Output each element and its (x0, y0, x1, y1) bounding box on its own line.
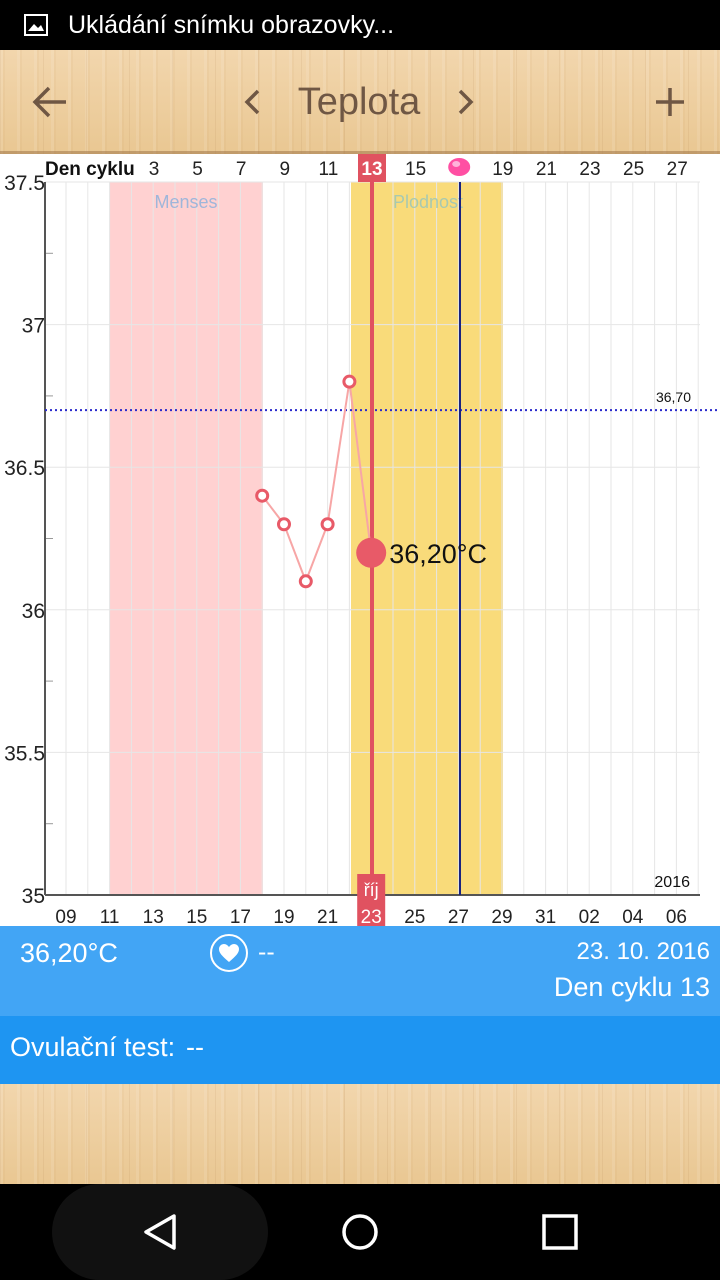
ovulation-icon (448, 158, 471, 176)
screenshot-image-icon (24, 14, 48, 36)
top-tick-label: 21 (536, 159, 557, 180)
top-tick-label: 9 (280, 159, 291, 180)
heart-icon[interactable] (210, 934, 248, 972)
bottom-tick-label: 09 (55, 907, 76, 926)
plus-icon (656, 88, 684, 116)
status-bar: Ukládání snímku obrazovky... (0, 0, 720, 50)
temperature-chart[interactable]: 37.5 37 36.5 36 35.5 35 Menses Plodnost 36,70 Den… (0, 154, 720, 926)
top-tick-label: 7 (236, 159, 247, 180)
y-tick-label: 36 (22, 600, 45, 623)
nav-recents-button[interactable] (512, 1184, 608, 1280)
background-panel (0, 1084, 720, 1184)
nav-back-button[interactable] (112, 1184, 208, 1280)
selected-date-marker (357, 874, 386, 926)
data-point (298, 574, 313, 589)
y-tick-label: 35 (22, 885, 45, 908)
data-point (255, 488, 270, 503)
ovulation-icon-highlight (452, 161, 461, 167)
top-axis-label: Den cyklu (45, 159, 135, 180)
selected-date: 23. 10. 2016 (576, 938, 710, 965)
arrow-left-icon (32, 86, 66, 118)
back-button[interactable] (22, 50, 78, 154)
top-tick-label: 27 (667, 159, 688, 180)
bottom-tick-label: 02 (579, 907, 600, 926)
menses-label: Menses (154, 192, 217, 212)
data-point (342, 374, 357, 389)
bottom-tick-label-selected: 23 (361, 907, 382, 926)
bottom-tick-label: 13 (143, 907, 164, 926)
toolbar: Teplota (0, 50, 720, 154)
nav-back-icon (144, 1214, 176, 1250)
heart-value: -- (258, 938, 275, 966)
selected-temperature: 36,20°C (20, 938, 118, 968)
ovulation-test-value: -- (186, 1032, 204, 1062)
fertile-band (351, 182, 503, 895)
top-tick-label: 19 (492, 159, 513, 180)
selected-data-point (356, 537, 387, 568)
add-button[interactable] (642, 50, 698, 154)
bottom-tick-label: 27 (448, 907, 469, 926)
status-text: Ukládání snímku obrazovky... (68, 10, 395, 39)
y-tick-label: 36.5 (4, 457, 45, 480)
nav-highlight (52, 1184, 268, 1280)
top-tick-label: 11 (319, 159, 339, 180)
bottom-tick-label: 17 (230, 907, 251, 926)
fertile-label: Plodnost (393, 192, 463, 212)
data-point (320, 517, 335, 532)
reference-line-label: 36,70 (656, 389, 691, 405)
bottom-tick-label: 06 (666, 907, 687, 926)
nav-home-icon (342, 1214, 378, 1250)
previous-button[interactable] (232, 50, 272, 154)
bottom-tick-label: 19 (273, 907, 294, 926)
next-button[interactable] (446, 50, 486, 154)
bottom-tick-label: 04 (622, 907, 644, 926)
year-label: 2016 (654, 874, 690, 891)
y-tick-label: 37.5 (4, 172, 45, 195)
top-tick-label: 25 (623, 159, 644, 180)
nav-recents-icon (542, 1214, 578, 1250)
selected-day-marker (358, 154, 386, 182)
top-tick-label: 3 (149, 159, 160, 180)
bottom-tick-label: 15 (186, 907, 207, 926)
ovulation-test-panel[interactable]: Ovulační test: -- (0, 1016, 720, 1084)
menses-band (110, 182, 263, 895)
info-panel[interactable]: 36,20°C -- 23. 10. 2016 Den cyklu 13 (0, 926, 720, 1016)
top-tick-label: 23 (579, 159, 600, 180)
month-label: říj (364, 880, 379, 900)
chevron-left-icon (244, 89, 260, 115)
cycle-day: Den cyklu 13 (553, 972, 710, 1002)
chevron-right-icon (458, 89, 474, 115)
bottom-tick-label: 11 (100, 907, 120, 926)
page-title: Teplota (297, 80, 421, 123)
toolbar-divider (0, 151, 720, 154)
nav-home-button[interactable] (312, 1184, 408, 1280)
bottom-tick-label: 29 (491, 907, 512, 926)
y-tick-label: 37 (22, 315, 45, 338)
bottom-tick-label: 21 (317, 907, 338, 926)
data-point (277, 517, 291, 532)
top-tick-label: 15 (405, 159, 426, 180)
top-tick-label: 5 (192, 159, 203, 180)
y-tick-label: 35.5 (4, 742, 45, 765)
selected-value-label: 36,20°C (389, 539, 487, 569)
navigation-bar (0, 1184, 720, 1280)
bottom-tick-label: 25 (404, 907, 425, 926)
top-tick-label-selected: 13 (361, 159, 382, 180)
bottom-tick-label: 31 (535, 907, 556, 926)
ovulation-test-label: Ovulační test: (10, 1032, 176, 1062)
